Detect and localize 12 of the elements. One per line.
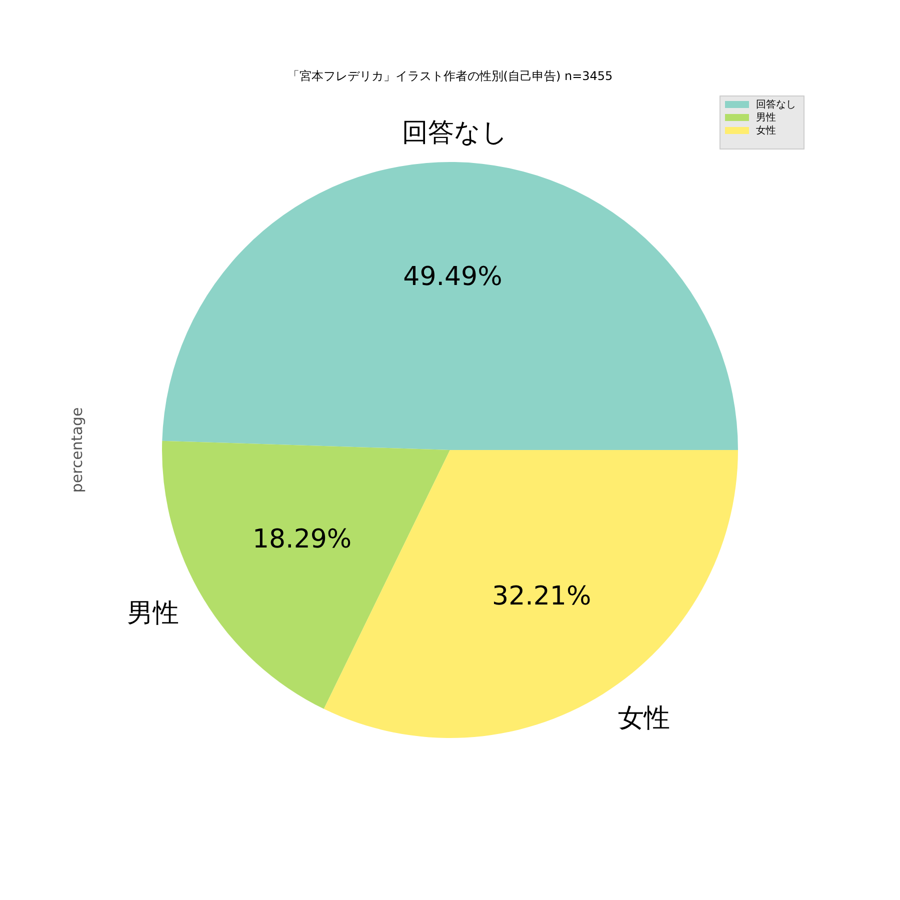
slice-label: 回答なし [402,118,508,148]
legend-label: 男性 [756,112,776,124]
slice-label: 男性 [126,598,179,629]
data-label: 49.49% [403,262,502,292]
slice-label: 女性 [618,704,670,734]
legend-label: 回答なし [756,98,796,110]
text: percentage [68,407,86,493]
pie-slice [162,162,738,450]
data-label: 18.29% [252,524,352,554]
data-label: 32.21% [492,582,592,612]
chart-title: 「宮本フレデリカ」イラスト作者の性別(自己申告) n=3455 [287,69,613,83]
legend-label: 女性 [756,124,776,136]
